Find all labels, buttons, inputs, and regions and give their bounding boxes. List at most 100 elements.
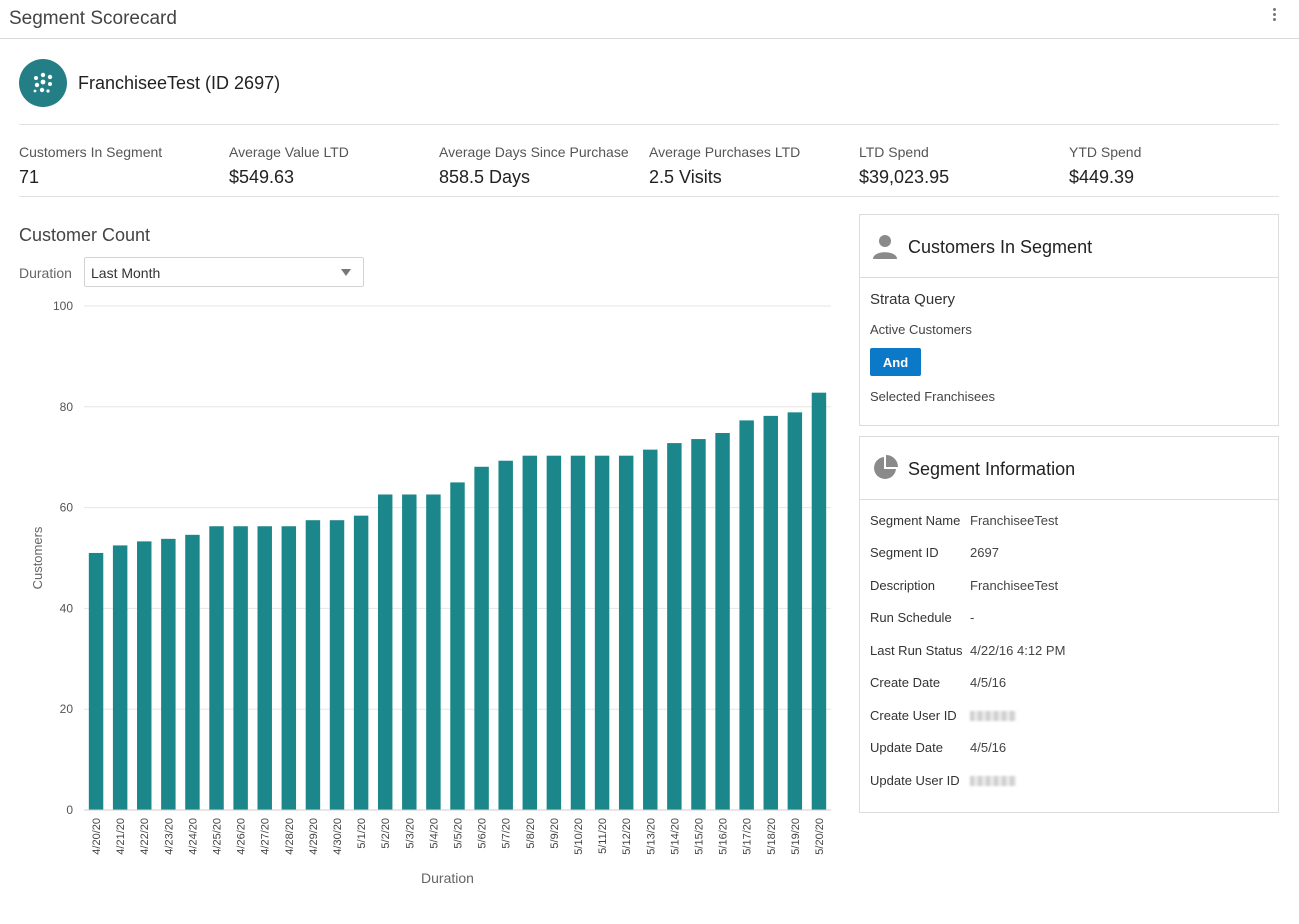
chart-bar [715, 433, 730, 810]
person-icon [873, 235, 897, 259]
y-tick-label: 60 [60, 501, 74, 515]
chart-bar [667, 443, 682, 810]
metric-value: $549.63 [229, 167, 295, 187]
chart-bar [618, 455, 634, 810]
page-header: Segment Scorecard [0, 0, 1299, 39]
chart-bar [185, 534, 200, 810]
chart-bar [787, 412, 803, 810]
x-tick-label: 5/18/20 [766, 818, 778, 855]
customers-in-segment-panel: Customers In Segment Strata Query Active… [859, 214, 1279, 426]
metric-label: Average Days Since Purchase [439, 144, 629, 160]
chart-bar [426, 494, 441, 810]
chart-bar [811, 392, 827, 810]
panel-header: Customers In Segment [860, 215, 1278, 278]
metric-ltd-spend: LTD Spend $39,023.95 [859, 144, 1069, 188]
duration-label: Duration [19, 265, 72, 281]
chart-bar [353, 515, 369, 810]
y-tick-label: 80 [60, 400, 74, 414]
metrics-bar: Customers In Segment 71 Average Value LT… [19, 144, 1279, 190]
metric-label: Average Value LTD [229, 144, 349, 160]
chart-bar [233, 526, 248, 810]
metric-average-value: Average Value LTD $549.63 [229, 144, 439, 188]
strata-query-title: Strata Query [870, 291, 956, 308]
segment-dots-icon [33, 72, 53, 93]
chevron-down-icon [341, 269, 351, 276]
info-value-redacted [970, 708, 1016, 724]
segment-avatar [19, 59, 67, 107]
pie-chart-icon [874, 455, 898, 479]
chart-bar [739, 420, 754, 810]
info-value: 4/5/16 [970, 675, 1007, 690]
metric-value: $39,023.95 [859, 167, 950, 187]
strata-condition-1: Active Customers [870, 322, 972, 337]
panel-title: Segment Information [908, 459, 1076, 479]
info-label: Create User ID [870, 708, 957, 723]
metric-customers: Customers In Segment 71 [19, 144, 229, 188]
chart-bar [402, 494, 417, 810]
panel-title: Customers In Segment [908, 237, 1093, 257]
chart-bar [161, 538, 176, 810]
info-value: 2697 [970, 545, 999, 560]
x-tick-label: 5/5/20 [453, 818, 465, 849]
chart-bar [522, 455, 538, 810]
metric-average-days: Average Days Since Purchase 858.5 Days [439, 144, 649, 188]
divider [19, 124, 1279, 125]
info-label: Segment Name [870, 513, 961, 528]
x-tick-label: 5/1/20 [356, 818, 368, 849]
metric-label: YTD Spend [1069, 144, 1142, 160]
chart-bar [377, 494, 393, 810]
metric-label: Average Purchases LTD [649, 144, 801, 160]
chart-bar [643, 449, 658, 810]
x-tick-label: 5/17/20 [742, 818, 754, 855]
x-tick-label: 4/21/20 [115, 818, 127, 855]
x-tick-label: 4/20/20 [91, 818, 103, 855]
chart-bar [474, 466, 489, 810]
info-label: Create Date [870, 675, 941, 690]
strata-condition-2: Selected Franchisees [870, 389, 996, 404]
chart-bar [257, 526, 272, 810]
panel-header: Segment Information [860, 437, 1278, 500]
y-axis-label: Customers [30, 526, 45, 589]
x-tick-label: 4/24/20 [187, 818, 199, 855]
segment-information-panel: Segment Information Segment Name Franchi… [859, 436, 1279, 813]
chart-bar [763, 415, 778, 810]
chart-bar [112, 545, 128, 810]
y-tick-label: 100 [53, 299, 73, 313]
y-tick-label: 40 [60, 601, 74, 615]
duration-select[interactable]: Last Month [84, 257, 364, 287]
info-value-redacted [970, 773, 1016, 789]
chart-bar [594, 455, 610, 810]
page-title: Segment Scorecard [9, 8, 177, 29]
x-tick-label: 5/4/20 [428, 818, 440, 849]
info-value: 4/22/16 4:12 PM [970, 643, 1066, 658]
info-label: Run Schedule [870, 610, 952, 625]
x-tick-label: 5/3/20 [404, 818, 416, 849]
metric-value: 2.5 Visits [649, 167, 722, 187]
x-tick-label: 5/15/20 [693, 818, 705, 855]
info-label: Last Run Status [870, 643, 963, 658]
chart-bar [137, 541, 152, 810]
kebab-menu-icon[interactable] [1269, 8, 1279, 24]
x-tick-label: 4/22/20 [139, 818, 151, 855]
redacted-value [970, 776, 1016, 786]
y-tick-label: 0 [66, 803, 73, 817]
x-tick-label: 4/27/20 [260, 818, 272, 855]
x-tick-label: 4/23/20 [163, 818, 175, 855]
x-tick-label: 5/6/20 [477, 818, 489, 849]
info-value: FranchiseeTest [970, 513, 1059, 528]
chart-bar [570, 455, 586, 810]
x-tick-label: 5/19/20 [790, 818, 802, 855]
chart-bar [691, 439, 706, 810]
segment-header: FranchiseeTest (ID 2697) [19, 58, 280, 108]
chart-bar [329, 520, 345, 810]
y-tick-label: 20 [60, 702, 74, 716]
x-tick-label: 5/14/20 [669, 818, 681, 855]
info-value: - [970, 610, 975, 625]
and-operator-button[interactable]: And [870, 348, 921, 376]
info-value: 4/5/16 [970, 740, 1007, 755]
chart-bar [209, 526, 224, 810]
metric-value: $449.39 [1069, 167, 1135, 187]
x-tick-label: 4/26/20 [236, 818, 248, 855]
x-tick-label: 5/13/20 [645, 818, 657, 855]
x-tick-label: 5/10/20 [573, 818, 585, 855]
